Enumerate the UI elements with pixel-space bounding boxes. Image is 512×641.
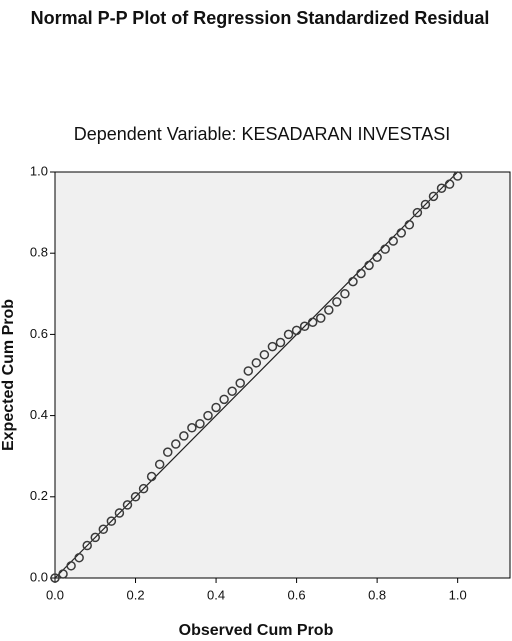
x-axis-label: Observed Cum Prob	[179, 622, 334, 639]
y-tick-label: 1.0	[30, 163, 48, 178]
y-tick-label: 0.0	[30, 569, 48, 584]
chart: Dependent Variable: KESADARAN INVESTASI …	[0, 0, 512, 641]
x-tick-label: 0.0	[46, 587, 64, 602]
y-tick-label: 0.4	[30, 407, 48, 422]
y-axis-label: Expected Cum Prob	[0, 299, 17, 451]
y-tick-label: 0.8	[30, 245, 48, 260]
x-tick-label: 0.4	[207, 587, 225, 602]
plot-area	[55, 172, 510, 578]
x-tick-label: 0.8	[368, 587, 386, 602]
x-tick-label: 0.6	[288, 587, 306, 602]
chart-subtitle: Dependent Variable: KESADARAN INVESTASI	[74, 124, 451, 144]
page: Normal P-P Plot of Regression Standardiz…	[0, 0, 512, 641]
x-tick-label: 1.0	[449, 587, 467, 602]
y-tick-label: 0.6	[30, 326, 48, 341]
y-tick-label: 0.2	[30, 488, 48, 503]
x-tick-label: 0.2	[126, 587, 144, 602]
